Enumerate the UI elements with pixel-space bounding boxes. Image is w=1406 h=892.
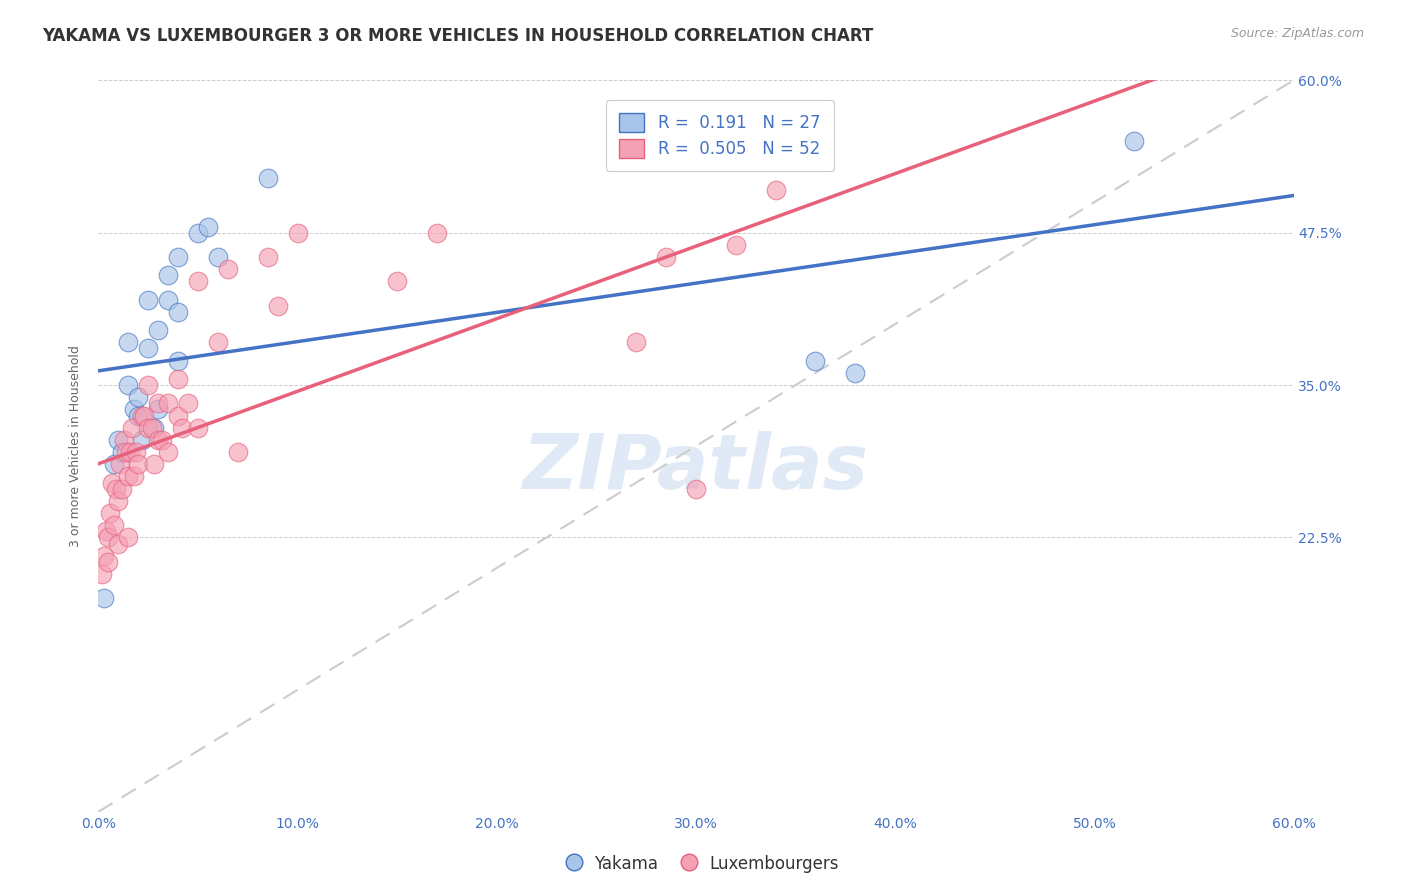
Point [98,506,122,520]
Point [157,268,180,283]
Point [148,433,170,447]
Point [167,372,190,386]
Point [136,342,159,356]
Point [187,226,209,240]
Point [655,250,678,264]
Text: Source: ZipAtlas.com: Source: ZipAtlas.com [1230,27,1364,40]
Point [117,530,139,544]
Point [91,567,114,582]
Point [267,299,290,313]
Point [207,335,229,350]
Point [157,445,180,459]
Text: YAKAMA VS LUXEMBOURGER 3 OR MORE VEHICLES IN HOUSEHOLD CORRELATION CHART: YAKAMA VS LUXEMBOURGER 3 OR MORE VEHICLE… [42,27,873,45]
Point [226,445,249,459]
Point [127,390,149,404]
Point [117,378,139,392]
Point [110,457,132,471]
Point [131,433,153,447]
Point [187,274,209,288]
Point [120,445,142,459]
Point [112,433,135,447]
Point [103,457,125,471]
Point [685,482,707,496]
Point [150,433,173,447]
Point [127,457,149,471]
Point [256,170,278,185]
Point [131,409,153,423]
Point [804,353,827,368]
Point [626,335,648,350]
Point [157,293,180,307]
Point [167,250,190,264]
Point [187,421,209,435]
Point [111,482,134,496]
Point [136,293,159,307]
Point [157,396,180,410]
Point [148,402,170,417]
Point [426,226,449,240]
Point [97,530,120,544]
Text: ZIPatlas: ZIPatlas [523,431,869,505]
Point [134,409,156,423]
Point [177,396,200,410]
Point [93,591,115,606]
Point [167,409,190,423]
Point [844,366,866,380]
Point [117,469,139,483]
Point [124,469,146,483]
Point [217,262,239,277]
Point [136,378,159,392]
Point [105,482,128,496]
Point [765,183,787,197]
Point [197,219,219,234]
Point [96,524,118,539]
Point [1123,134,1146,148]
Point [107,433,129,447]
Point [111,445,134,459]
Point [124,402,146,417]
Point [172,421,194,435]
Point [287,226,309,240]
Point [143,457,166,471]
Point [115,445,138,459]
Point [167,305,190,319]
Point [121,421,143,435]
Point [117,335,139,350]
Point [103,518,125,533]
Point [107,494,129,508]
Point [167,353,190,368]
Point [141,421,163,435]
Y-axis label: 3 or more Vehicles in Household: 3 or more Vehicles in Household [69,345,83,547]
Point [207,250,229,264]
Point [125,445,148,459]
Point [385,274,409,288]
Point [127,409,149,423]
Point [143,421,166,435]
Point [148,396,170,410]
Point [93,549,115,563]
Point [101,475,124,490]
Legend: R =  0.191   N = 27, R =  0.505   N = 52: R = 0.191 N = 27, R = 0.505 N = 52 [606,100,834,171]
Point [256,250,278,264]
Point [136,421,159,435]
Point [148,323,170,337]
Point [107,536,129,550]
Point [724,237,747,252]
Point [97,555,120,569]
Legend: Yakama, Luxembourgers: Yakama, Luxembourgers [561,848,845,880]
